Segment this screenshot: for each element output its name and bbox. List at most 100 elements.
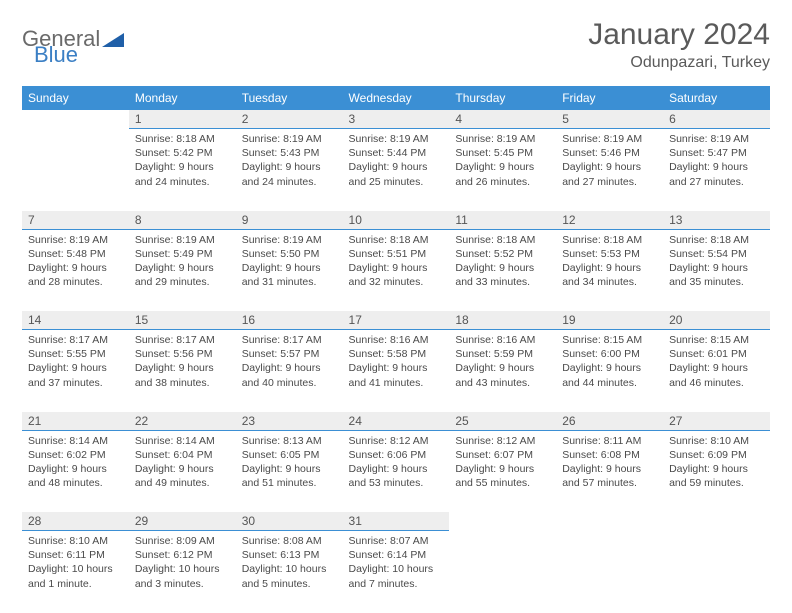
sunrise-text: Sunrise: 8:10 AM [28, 534, 123, 548]
day-cell: Sunrise: 8:16 AMSunset: 5:59 PMDaylight:… [449, 330, 556, 412]
day-number: 30 [236, 512, 343, 531]
day-cell: Sunrise: 8:09 AMSunset: 6:12 PMDaylight:… [129, 531, 236, 613]
day-cell: Sunrise: 8:19 AMSunset: 5:43 PMDaylight:… [236, 129, 343, 211]
sunrise-text: Sunrise: 8:16 AM [349, 333, 444, 347]
daylight-text: Daylight: 9 hours and 55 minutes. [455, 462, 550, 490]
sunrise-text: Sunrise: 8:12 AM [349, 434, 444, 448]
day-cell: Sunrise: 8:14 AMSunset: 6:02 PMDaylight:… [22, 430, 129, 512]
sunrise-text: Sunrise: 8:19 AM [562, 132, 657, 146]
sunrise-text: Sunrise: 8:19 AM [242, 132, 337, 146]
day-number: 21 [22, 412, 129, 431]
weekday-header: Tuesday [236, 86, 343, 110]
day-number: 14 [22, 311, 129, 330]
sunset-text: Sunset: 5:45 PM [455, 146, 550, 160]
sunset-text: Sunset: 5:51 PM [349, 247, 444, 261]
day-number [663, 512, 770, 531]
day-number-row: 14151617181920 [22, 311, 770, 330]
sunset-text: Sunset: 5:43 PM [242, 146, 337, 160]
day-details-row: Sunrise: 8:14 AMSunset: 6:02 PM Daylight:… [22, 430, 770, 512]
daylight-text: Daylight: 9 hours and 24 minutes. [242, 160, 337, 188]
sunset-text: Sunset: 5:48 PM [28, 247, 123, 261]
weekday-header: Wednesday [343, 86, 450, 110]
sunrise-text: Sunrise: 8:18 AM [562, 233, 657, 247]
day-number-row: 123456 [22, 110, 770, 129]
sunset-text: Sunset: 6:01 PM [669, 347, 764, 361]
daylight-text: Daylight: 9 hours and 44 minutes. [562, 361, 657, 389]
daylight-text: Daylight: 9 hours and 27 minutes. [669, 160, 764, 188]
sunset-text: Sunset: 5:58 PM [349, 347, 444, 361]
calendar-table: SundayMondayTuesdayWednesdayThursdayFrid… [22, 86, 770, 613]
day-number [449, 512, 556, 531]
sunrise-text: Sunrise: 8:14 AM [28, 434, 123, 448]
day-cell [663, 531, 770, 613]
daylight-text: Daylight: 9 hours and 51 minutes. [242, 462, 337, 490]
sunrise-text: Sunrise: 8:17 AM [135, 333, 230, 347]
sunset-text: Sunset: 6:13 PM [242, 548, 337, 562]
day-number: 15 [129, 311, 236, 330]
daylight-text: Daylight: 9 hours and 57 minutes. [562, 462, 657, 490]
sunset-text: Sunset: 5:59 PM [455, 347, 550, 361]
day-cell [449, 531, 556, 613]
sunset-text: Sunset: 5:57 PM [242, 347, 337, 361]
sunrise-text: Sunrise: 8:10 AM [669, 434, 764, 448]
sunrise-text: Sunrise: 8:08 AM [242, 534, 337, 548]
sunrise-text: Sunrise: 8:19 AM [135, 233, 230, 247]
day-cell: Sunrise: 8:14 AMSunset: 6:04 PMDaylight:… [129, 430, 236, 512]
day-number-row: 28293031 [22, 512, 770, 531]
day-number: 18 [449, 311, 556, 330]
sunrise-text: Sunrise: 8:12 AM [455, 434, 550, 448]
day-cell [22, 129, 129, 211]
daylight-text: Daylight: 9 hours and 53 minutes. [349, 462, 444, 490]
sunrise-text: Sunrise: 8:18 AM [135, 132, 230, 146]
sunset-text: Sunset: 5:53 PM [562, 247, 657, 261]
day-number: 8 [129, 211, 236, 230]
sunset-text: Sunset: 5:54 PM [669, 247, 764, 261]
daylight-text: Daylight: 9 hours and 27 minutes. [562, 160, 657, 188]
day-number [22, 110, 129, 129]
logo-triangle-icon [102, 29, 124, 50]
day-cell: Sunrise: 8:10 AMSunset: 6:09 PMDaylight:… [663, 430, 770, 512]
day-number: 4 [449, 110, 556, 129]
daylight-text: Daylight: 9 hours and 25 minutes. [349, 160, 444, 188]
day-cell: Sunrise: 8:15 AMSunset: 6:00 PMDaylight:… [556, 330, 663, 412]
sunrise-text: Sunrise: 8:18 AM [455, 233, 550, 247]
sunset-text: Sunset: 6:02 PM [28, 448, 123, 462]
day-number: 13 [663, 211, 770, 230]
daylight-text: Daylight: 9 hours and 46 minutes. [669, 361, 764, 389]
day-number: 3 [343, 110, 450, 129]
month-title: January 2024 [588, 18, 770, 52]
day-details-row: Sunrise: 8:17 AMSunset: 5:55 PMDaylight:… [22, 330, 770, 412]
sunset-text: Sunset: 6:09 PM [669, 448, 764, 462]
sunrise-text: Sunrise: 8:17 AM [28, 333, 123, 347]
day-cell: Sunrise: 8:12 AMSunset: 6:06 PMDaylight:… [343, 430, 450, 512]
sunset-text: Sunset: 6:06 PM [349, 448, 444, 462]
day-number: 26 [556, 412, 663, 431]
sunrise-text: Sunrise: 8:13 AM [242, 434, 337, 448]
weekday-header: Saturday [663, 86, 770, 110]
day-number: 23 [236, 412, 343, 431]
day-cell: Sunrise: 8:18 AMSunset: 5:54 PMDaylight:… [663, 229, 770, 311]
sunrise-text: Sunrise: 8:19 AM [28, 233, 123, 247]
sunrise-text: Sunrise: 8:19 AM [669, 132, 764, 146]
sunrise-text: Sunrise: 8:15 AM [669, 333, 764, 347]
day-cell: Sunrise: 8:08 AMSunset: 6:13 PMDaylight:… [236, 531, 343, 613]
sunset-text: Sunset: 5:42 PM [135, 146, 230, 160]
sunrise-text: Sunrise: 8:15 AM [562, 333, 657, 347]
day-number: 22 [129, 412, 236, 431]
sunset-text: Sunset: 6:12 PM [135, 548, 230, 562]
sunset-text: Sunset: 6:11 PM [28, 548, 123, 562]
day-cell: Sunrise: 8:19 AMSunset: 5:48 PMDaylight:… [22, 229, 129, 311]
day-details-row: Sunrise: 8:19 AMSunset: 5:48 PMDaylight:… [22, 229, 770, 311]
day-number: 24 [343, 412, 450, 431]
day-number: 20 [663, 311, 770, 330]
day-number: 9 [236, 211, 343, 230]
day-cell: Sunrise: 8:11 AMSunset: 6:08 PMDaylight:… [556, 430, 663, 512]
sunrise-text: Sunrise: 8:17 AM [242, 333, 337, 347]
sunrise-text: Sunrise: 8:16 AM [455, 333, 550, 347]
day-cell: Sunrise: 8:18 AMSunset: 5:53 PMDaylight:… [556, 229, 663, 311]
sunrise-text: Sunrise: 8:09 AM [135, 534, 230, 548]
day-number: 6 [663, 110, 770, 129]
daylight-text: Daylight: 9 hours and 34 minutes. [562, 261, 657, 289]
sunset-text: Sunset: 6:00 PM [562, 347, 657, 361]
daylight-text: Daylight: 9 hours and 37 minutes. [28, 361, 123, 389]
